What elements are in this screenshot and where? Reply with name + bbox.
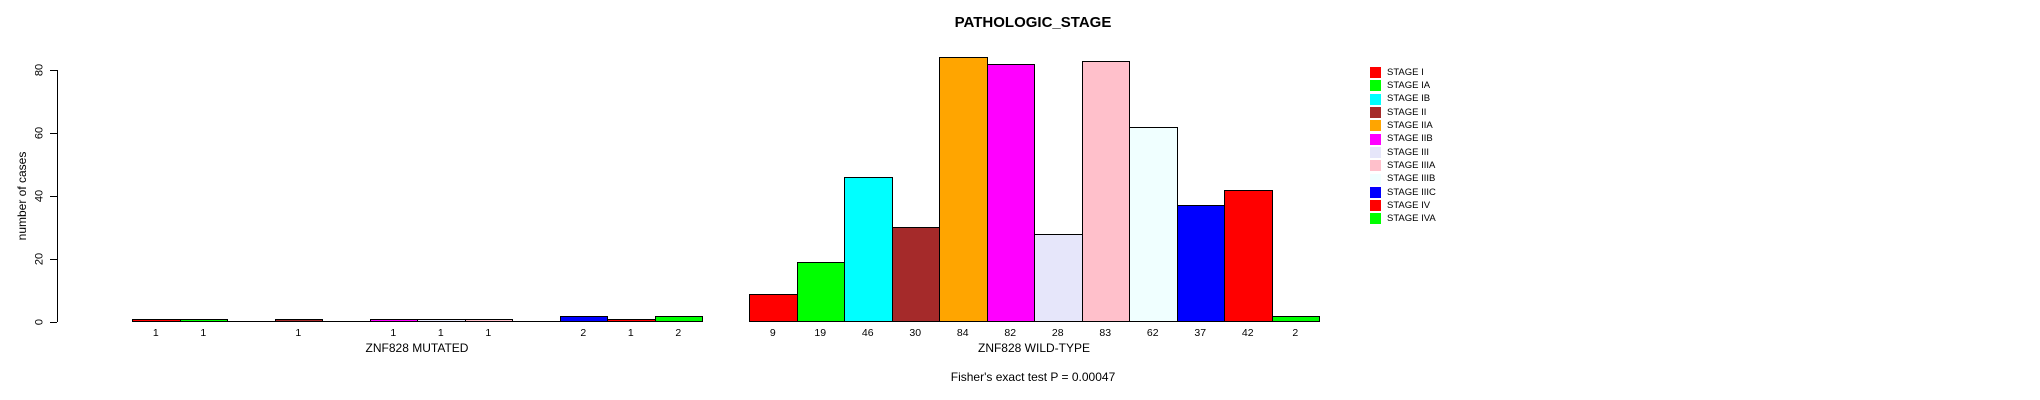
y-tick-mark (50, 69, 57, 71)
bar-znf828-wild-type-stage-iiic (1176, 205, 1225, 322)
legend-item-stage-iiic: STAGE IIIC (1370, 186, 1436, 199)
bar-value-label: 1 (437, 327, 444, 339)
bar-value-label: 1 (152, 327, 159, 339)
legend-item-stage-iib: STAGE IIB (1370, 132, 1436, 145)
legend-item-label: STAGE IIIA (1387, 159, 1436, 171)
legend-item-stage-iia: STAGE IIA (1370, 119, 1436, 132)
y-tick-mark (50, 321, 57, 323)
bar-value-label: 62 (1146, 327, 1159, 339)
legend-item-stage-ia: STAGE IA (1370, 79, 1436, 92)
legend-item-label: STAGE IA (1387, 80, 1431, 92)
bar-znf828-mutated-stage-iib (369, 319, 418, 322)
legend-swatch-icon (1370, 173, 1381, 185)
bar-value-label: 83 (1099, 327, 1112, 339)
y-tick-label: 0 (33, 318, 46, 326)
legend-item-label: STAGE IVA (1387, 213, 1436, 225)
bar-znf828-mutated-stage-i (132, 319, 181, 322)
bar-value-label: 28 (1051, 327, 1064, 339)
bar-value-label: 37 (1194, 327, 1207, 339)
legend-item-label: STAGE IIIB (1387, 173, 1436, 185)
group-label-znf828-mutated: ZNF828 MUTATED (365, 341, 469, 355)
bar-value-label: 19 (814, 327, 827, 339)
group-label-znf828-wild-type: ZNF828 WILD-TYPE (977, 341, 1091, 355)
legend-item-label: STAGE III (1387, 146, 1430, 158)
bar-znf828-wild-type-stage-iia (939, 57, 988, 322)
legend-item-label: STAGE IIIC (1387, 186, 1436, 198)
bar-znf828-mutated-stage-iii (417, 319, 466, 322)
y-axis-label: number of cases (15, 151, 29, 241)
legend-item-stage-iiib: STAGE IIIB (1370, 172, 1436, 185)
y-tick-label: 80 (33, 63, 46, 77)
legend-swatch-icon (1370, 186, 1381, 198)
y-tick-label: 20 (33, 252, 46, 266)
bar-znf828-wild-type-stage-iiia (1081, 61, 1130, 322)
bar-znf828-wild-type-stage-iib (986, 64, 1035, 322)
chart-title: PATHOLOGIC_STAGE (954, 14, 1112, 31)
legend-item-stage-iva: STAGE IVA (1370, 212, 1436, 225)
y-axis-line (57, 70, 58, 322)
y-tick-mark (50, 132, 57, 134)
bar-value-label: 9 (769, 327, 776, 339)
bar-znf828-wild-type-stage-iv (1224, 190, 1273, 322)
bar-znf828-wild-type-stage-iii (1034, 234, 1083, 322)
legend-item-stage-ii: STAGE II (1370, 106, 1436, 119)
bar-znf828-mutated-stage-iv (607, 319, 656, 322)
bar-value-label: 1 (485, 327, 492, 339)
legend-swatch-icon (1370, 160, 1381, 172)
bar-znf828-wild-type-stage-ia (796, 262, 845, 322)
bar-value-label: 1 (200, 327, 207, 339)
bar-znf828-mutated-stage-ii (274, 319, 323, 322)
bar-znf828-wild-type-stage-ib (844, 177, 893, 322)
legend-item-label: STAGE IIA (1387, 120, 1433, 132)
legend-swatch-icon (1370, 93, 1381, 105)
legend-item-label: STAGE IV (1387, 199, 1431, 211)
bar-value-label: 1 (295, 327, 302, 339)
legend-swatch-icon (1370, 213, 1381, 225)
legend-swatch-icon (1370, 146, 1381, 158)
legend: STAGE I STAGE IA STAGE IB STAGE II STAGE IIA… (1370, 66, 1436, 226)
legend-item-stage-iv: STAGE IV (1370, 199, 1436, 212)
fisher-test-annotation: Fisher's exact test P = 0.00047 (950, 370, 1116, 384)
legend-swatch-icon (1370, 200, 1381, 212)
bar-znf828-mutated-stage-iiia (464, 319, 513, 322)
bar-value-label: 46 (861, 327, 874, 339)
legend-swatch-icon (1370, 67, 1381, 79)
bar-znf828-wild-type-stage-iiib (1129, 127, 1178, 322)
bar-value-label: 84 (956, 327, 969, 339)
bar-value-label: 30 (909, 327, 922, 339)
bar-znf828-wild-type-stage-ii (891, 227, 940, 322)
legend-item-label: STAGE IIB (1387, 133, 1433, 145)
legend-swatch-icon (1370, 133, 1381, 145)
bar-value-label: 2 (675, 327, 682, 339)
legend-item-label: STAGE II (1387, 106, 1427, 118)
bar-value-label: 2 (1292, 327, 1299, 339)
legend-item-stage-iii: STAGE III (1370, 146, 1436, 159)
legend-item-stage-i: STAGE I (1370, 66, 1436, 79)
bar-znf828-mutated-stage-iiic (559, 316, 608, 322)
bar-value-label: 2 (580, 327, 587, 339)
bar-value-label: 1 (627, 327, 634, 339)
legend-swatch-icon (1370, 80, 1381, 92)
bar-znf828-mutated-stage-iva (654, 316, 703, 322)
y-tick-label: 40 (33, 189, 46, 203)
legend-item-stage-ib: STAGE IB (1370, 93, 1436, 106)
legend-item-label: STAGE I (1387, 66, 1424, 78)
y-tick-mark (50, 195, 57, 197)
bar-value-label: 1 (390, 327, 397, 339)
legend-swatch-icon (1370, 120, 1381, 132)
bar-value-label: 82 (1004, 327, 1017, 339)
bar-value-label: 42 (1241, 327, 1254, 339)
bar-znf828-wild-type-stage-iva (1271, 316, 1320, 322)
y-tick-label: 60 (33, 126, 46, 140)
legend-item-stage-iiia: STAGE IIIA (1370, 159, 1436, 172)
legend-item-label: STAGE IB (1387, 93, 1431, 105)
y-tick-mark (50, 258, 57, 260)
bar-znf828-wild-type-stage-i (749, 294, 798, 322)
legend-swatch-icon (1370, 107, 1381, 119)
bar-znf828-mutated-stage-ia (179, 319, 228, 322)
